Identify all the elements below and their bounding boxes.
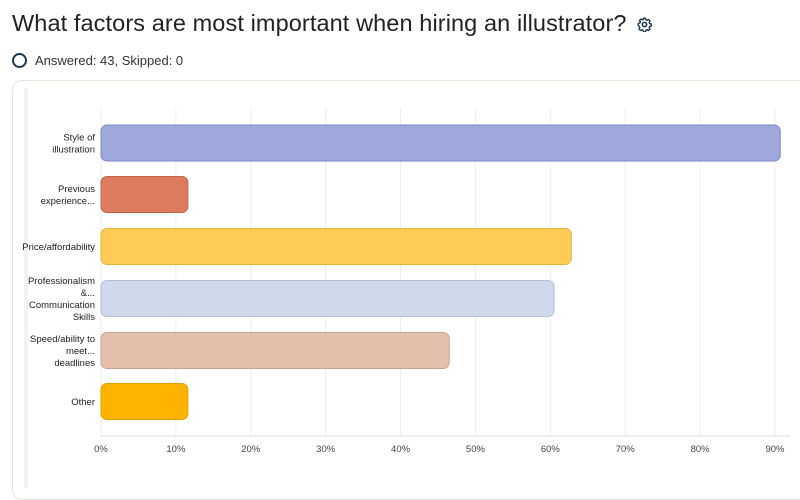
x-tick-label: 40% xyxy=(391,444,411,455)
bar[interactable] xyxy=(100,383,189,420)
category-label: Price/affordability xyxy=(22,242,95,253)
bar[interactable] xyxy=(100,280,555,317)
x-tick-label: 0% xyxy=(94,444,108,455)
x-tick-label: 60% xyxy=(541,444,561,455)
category-label: Other xyxy=(71,397,95,408)
card-edge xyxy=(24,88,28,488)
question-header: What factors are most important when hir… xyxy=(12,10,652,37)
bar-chart: Style of illustration Previous experience..… xyxy=(22,108,790,455)
bar[interactable] xyxy=(100,124,781,162)
x-tick-label: 70% xyxy=(616,444,636,455)
category-label: Previous experience... xyxy=(41,184,96,207)
x-tick-label: 30% xyxy=(316,444,336,455)
circle-outline-icon xyxy=(12,53,27,68)
category-label: Professionalism &... Communication Skills xyxy=(28,276,95,323)
x-tick-label: 80% xyxy=(691,444,711,455)
x-tick-label: 90% xyxy=(765,444,785,455)
x-tick-label: 20% xyxy=(241,444,261,455)
answer-summary: Answered: 43, Skipped: 0 xyxy=(12,53,183,68)
bar[interactable] xyxy=(100,176,189,213)
bar[interactable] xyxy=(100,228,572,265)
bar[interactable] xyxy=(100,332,450,369)
category-label: Speed/ability to meet... deadlines xyxy=(30,334,95,369)
x-tick-label: 50% xyxy=(466,444,486,455)
answer-summary-text: Answered: 43, Skipped: 0 xyxy=(35,53,184,68)
question-title: What factors are most important when hir… xyxy=(12,10,627,36)
x-tick-label: 10% xyxy=(166,444,186,455)
category-label: Style of illustration xyxy=(52,133,95,156)
gear-icon[interactable] xyxy=(637,17,652,33)
